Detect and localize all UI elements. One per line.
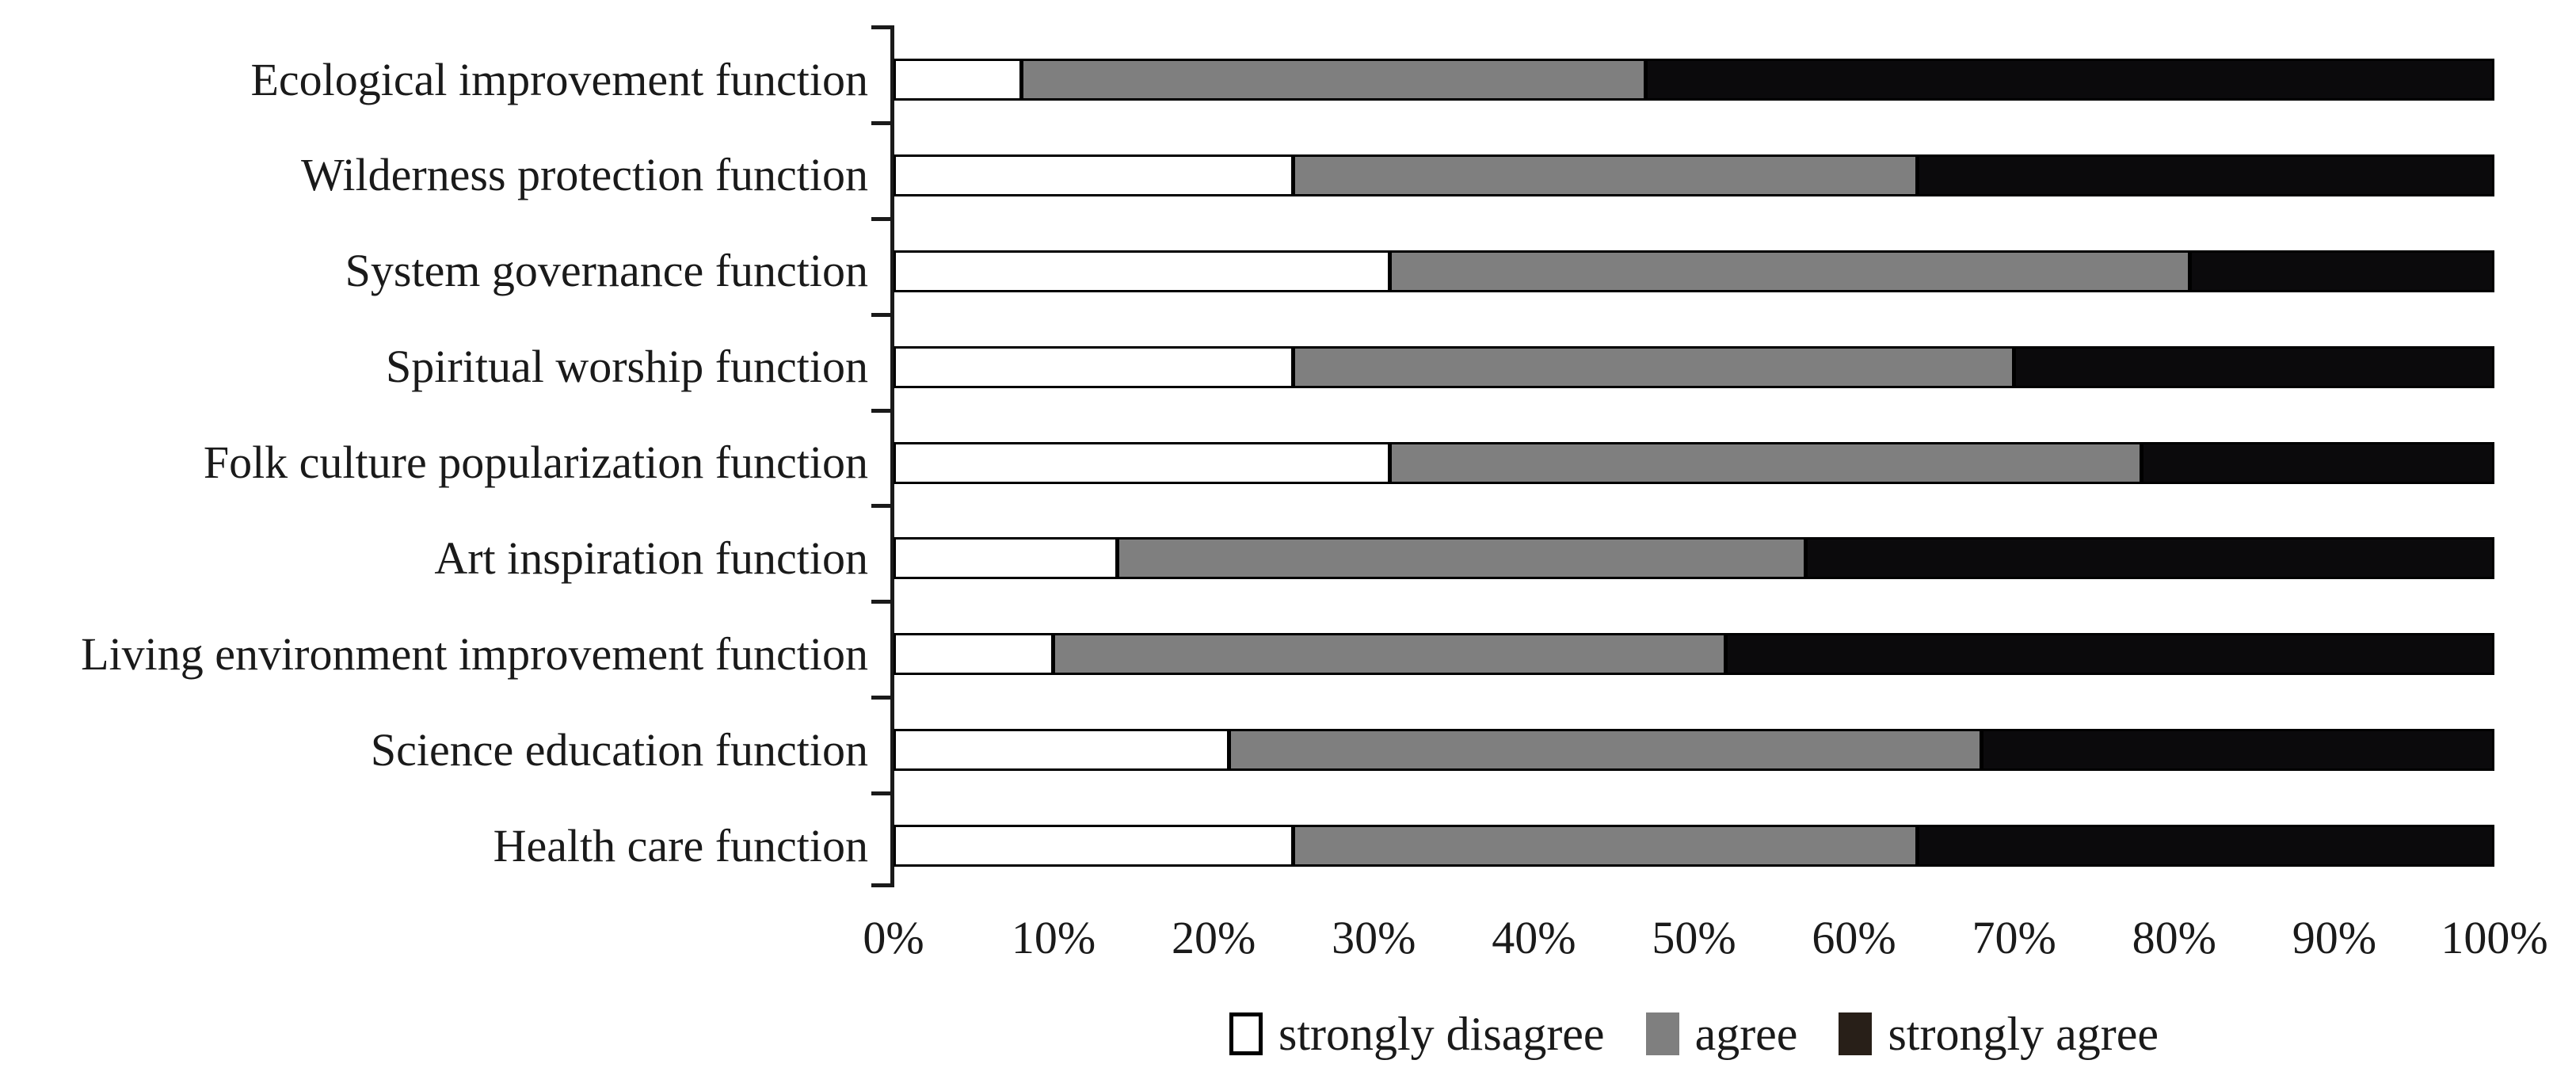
- bar-row: [894, 729, 2494, 772]
- category-axis-tick: [871, 791, 894, 796]
- chart-legend: strongly disagree agree strongly agree: [894, 1008, 2494, 1060]
- bar-segment-agree: [1389, 441, 2143, 484]
- bar-segment-strongly-disagree: [894, 537, 1118, 580]
- legend-item: strongly disagree: [1229, 1008, 1605, 1060]
- bar-row: [894, 154, 2494, 196]
- category-axis-tick: [871, 312, 894, 317]
- bar-segment-agree: [1389, 250, 2190, 292]
- x-tick-label: 20%: [1172, 912, 1256, 963]
- category-axis-tick: [871, 504, 894, 509]
- x-tick-label: 80%: [2132, 912, 2216, 963]
- bar-segment-strongly-agree: [1982, 729, 2494, 772]
- bar-row: [894, 250, 2494, 292]
- legend-swatch-agree: [1645, 1012, 1679, 1055]
- category-label: System governance function: [345, 245, 868, 297]
- bar-segment-strongly-disagree: [894, 633, 1054, 676]
- legend-swatch-strongly-disagree: [1229, 1012, 1263, 1055]
- bar-segment-strongly-agree: [1918, 154, 2494, 196]
- category-axis-tick: [871, 120, 894, 125]
- legend-swatch-strongly-agree: [1839, 1012, 1873, 1055]
- category-axis-tick: [871, 883, 894, 887]
- bar-segment-agree: [1021, 59, 1646, 101]
- category-axis-tick: [871, 696, 894, 700]
- category-label: Wilderness protection function: [300, 149, 868, 201]
- x-tick-label: 100%: [2441, 912, 2548, 963]
- category-label: Science education function: [370, 723, 868, 776]
- x-tick-label: 30%: [1332, 912, 1416, 963]
- x-tick-label: 70%: [1972, 912, 2056, 963]
- bar-segment-strongly-disagree: [894, 250, 1390, 292]
- x-tick-label: 50%: [1652, 912, 1736, 963]
- bar-segment-strongly-agree: [2142, 441, 2494, 484]
- bar-segment-agree: [1294, 825, 1919, 868]
- bar-segment-agree: [1229, 729, 1983, 772]
- x-tick-label: 40%: [1492, 912, 1576, 963]
- legend-item: strongly agree: [1839, 1008, 2159, 1060]
- legend-label: strongly disagree: [1278, 1008, 1605, 1060]
- bar-row: [894, 633, 2494, 676]
- bar-segment-strongly-disagree: [894, 154, 1294, 196]
- category-axis-tick: [871, 25, 894, 29]
- category-label: Ecological improvement function: [250, 53, 868, 105]
- bar-segment-agree: [1294, 154, 1919, 196]
- x-tick-label: 60%: [1812, 912, 1896, 963]
- x-tick-label: 10%: [1011, 912, 1096, 963]
- bar-segment-strongly-disagree: [894, 441, 1390, 484]
- bar-segment-strongly-agree: [1918, 825, 2494, 868]
- bar-segment-strongly-agree: [1725, 633, 2494, 676]
- category-label: Health care function: [493, 819, 868, 871]
- bar-row: [894, 441, 2494, 484]
- bar-segment-strongly-disagree: [894, 345, 1294, 388]
- legend-label: strongly agree: [1888, 1008, 2159, 1060]
- category-axis-tick: [871, 216, 894, 221]
- bar-segment-strongly-agree: [2014, 345, 2494, 388]
- bar-segment-strongly-agree: [2190, 250, 2494, 292]
- bar-segment-agree: [1294, 345, 2014, 388]
- category-label: Living environment improvement function: [81, 627, 868, 680]
- x-tick-label: 90%: [2292, 912, 2377, 963]
- category-axis-tick: [871, 408, 894, 413]
- x-tick-label: 0%: [863, 912, 924, 963]
- bar-segment-agree: [1117, 537, 1806, 580]
- bar-segment-strongly-agree: [1645, 59, 2494, 101]
- legend-label: agree: [1694, 1008, 1798, 1060]
- bar-row: [894, 345, 2494, 388]
- bar-segment-agree: [1054, 633, 1726, 676]
- bar-segment-strongly-agree: [1805, 537, 2494, 580]
- bar-row: [894, 825, 2494, 868]
- bar-segment-strongly-disagree: [894, 59, 1022, 101]
- category-label: Folk culture popularization function: [203, 437, 868, 489]
- bar-segment-strongly-disagree: [894, 825, 1294, 868]
- category-label: Art inspiration function: [434, 532, 868, 584]
- bar-segment-strongly-disagree: [894, 729, 1230, 772]
- category-label: Spiritual worship function: [386, 341, 868, 393]
- category-axis-tick: [871, 600, 894, 604]
- legend-item: agree: [1645, 1008, 1798, 1060]
- bar-row: [894, 537, 2494, 580]
- bar-row: [894, 59, 2494, 101]
- category-axis-line: [890, 25, 894, 887]
